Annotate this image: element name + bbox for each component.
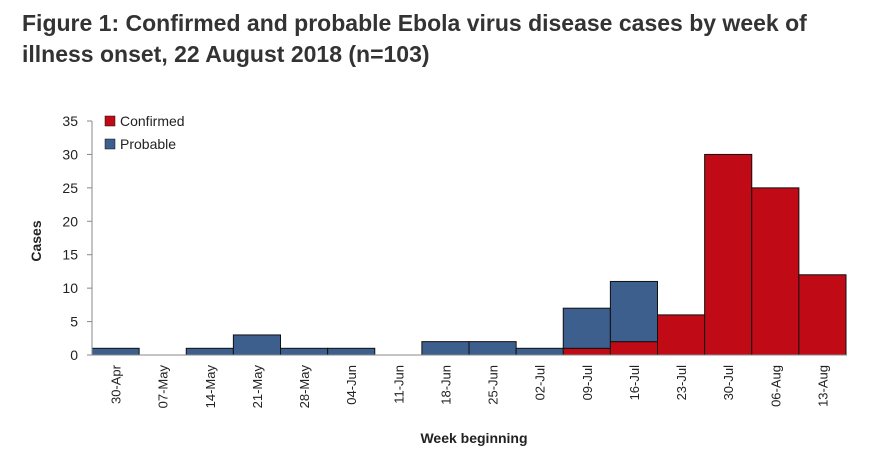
x-tick-label: 30-Jul	[721, 365, 736, 401]
legend-swatch-confirmed	[104, 115, 116, 127]
bar-probable-04-Jun	[327, 347, 376, 356]
x-tick-label: 06-Aug	[768, 365, 783, 407]
legend-label-probable: Probable	[120, 136, 176, 152]
bar-probable-28-May	[280, 347, 329, 356]
x-tick-label: 07-May	[156, 365, 171, 409]
x-tick-label: 21-May	[250, 365, 265, 409]
bar-probable-14-May	[185, 347, 234, 356]
bar-probable-16-Jul	[609, 280, 659, 343]
bar-confirmed-16-Jul	[609, 341, 659, 356]
bar-probable-09-Jul	[562, 307, 611, 349]
bar-probable-30-Apr	[91, 347, 140, 356]
x-tick-label: 02-Jul	[533, 365, 548, 401]
bar-confirmed-13-Aug	[798, 274, 847, 356]
bar-confirmed-06-Aug	[751, 187, 800, 356]
chart-title: Figure 1: Confirmed and probable Ebola v…	[22, 10, 807, 67]
x-tick-label: 09-Jul	[580, 365, 595, 401]
x-tick-label: 28-May	[297, 365, 312, 409]
bar-probable-21-May	[232, 334, 282, 356]
x-tick-label: 16-Jul	[627, 365, 642, 401]
x-tick-label: 23-Jul	[674, 365, 689, 401]
bar-confirmed-23-Jul	[657, 314, 706, 356]
bar-probable-18-Jun	[421, 341, 470, 356]
x-tick-label: 30-Apr	[109, 364, 124, 404]
y-tick-label: 5	[70, 314, 78, 330]
legend: Confirmed Probable	[104, 113, 185, 152]
y-tick-label: 10	[62, 280, 78, 296]
y-tick-label: 15	[62, 247, 78, 263]
bar-probable-02-Jul	[515, 347, 564, 356]
y-tick-label: 25	[62, 180, 78, 196]
x-axis-title: Week beginning	[420, 430, 527, 446]
x-tick-label: 04-Jun	[344, 365, 359, 405]
y-axis-title: Cases	[28, 220, 44, 261]
y-tick-label: 0	[70, 347, 78, 363]
legend-swatch-probable	[104, 138, 116, 150]
y-tick-label: 35	[62, 113, 78, 129]
bar-probable-25-Jun	[468, 341, 517, 356]
legend-label-confirmed: Confirmed	[120, 113, 185, 129]
x-tick-label: 14-May	[203, 365, 218, 409]
axes-layer: 0 5 10 15 20 25 30 35 30-Apr 07-May 14-May 21-May 28…	[28, 113, 846, 446]
bars-layer	[91, 153, 847, 356]
y-tick-label: 20	[62, 213, 78, 229]
bar-confirmed-30-Jul	[704, 153, 753, 356]
y-tick-label: 30	[62, 146, 78, 162]
x-tick-label: 13-Aug	[815, 365, 830, 407]
x-tick-label: 25-Jun	[486, 365, 501, 405]
bar-confirmed-09-Jul	[562, 347, 611, 356]
x-tick-label: 18-Jun	[438, 365, 453, 405]
x-tick-label: 11-Jun	[391, 365, 406, 404]
